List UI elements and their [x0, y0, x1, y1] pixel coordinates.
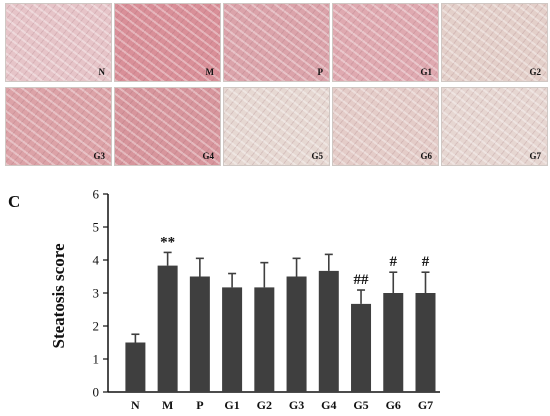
x-tick-label: G1: [224, 398, 239, 412]
x-tick-label: M: [162, 398, 173, 412]
bar: [383, 293, 404, 392]
bar: [351, 303, 372, 392]
micrograph-label: M: [205, 67, 215, 77]
bar: [254, 287, 275, 392]
x-tick-label: G7: [418, 398, 433, 412]
significance-label: **: [160, 234, 175, 250]
x-tick-label: G5: [353, 398, 368, 412]
significance-label: ##: [354, 272, 370, 288]
micrograph-label: G6: [420, 151, 432, 161]
y-tick-label: 6: [93, 187, 100, 202]
x-tick-label: N: [131, 398, 140, 412]
bar: [222, 287, 243, 392]
x-tick-label: P: [196, 398, 203, 412]
x-tick-label: G4: [321, 398, 336, 412]
micrograph-label: G3: [93, 151, 105, 161]
micrograph-label: G1: [420, 67, 432, 77]
x-tick-label: G6: [386, 398, 401, 412]
panel-c-label: C: [8, 192, 21, 211]
x-tick-label: G3: [289, 398, 304, 412]
bar: [125, 342, 146, 392]
micrograph-label: N: [98, 67, 106, 77]
y-tick-label: 0: [93, 385, 100, 400]
micrograph-g4: G4: [114, 87, 221, 166]
micrograph-label: G4: [202, 151, 214, 161]
micrograph-label: G2: [529, 67, 541, 77]
micrograph-g3: G3: [5, 87, 112, 166]
bar: [415, 293, 436, 392]
significance-label: #: [422, 254, 430, 270]
x-tick-label: G2: [257, 398, 272, 412]
micrograph-g2: G2: [441, 3, 548, 82]
bar: [189, 276, 210, 392]
micrograph-g1: G1: [332, 3, 439, 82]
y-tick-label: 4: [93, 253, 100, 268]
y-axis-label: Steatosis score: [49, 243, 68, 348]
micrograph-label: P: [317, 67, 324, 77]
micrograph-g5: G5: [223, 87, 330, 166]
micrograph-p: P: [223, 3, 330, 82]
bar: [318, 270, 339, 392]
micrograph-m: M: [114, 3, 221, 82]
y-tick-label: 2: [93, 319, 100, 334]
micrograph-g7: G7: [441, 87, 548, 166]
micrograph-g6: G6: [332, 87, 439, 166]
micrograph-label: G7: [529, 151, 541, 161]
micrograph-n: N: [5, 3, 112, 82]
bar: [157, 265, 178, 392]
significance-label: #: [390, 254, 398, 270]
bar: [286, 276, 307, 392]
y-tick-label: 1: [93, 352, 100, 367]
micrograph-label: G5: [311, 151, 323, 161]
y-tick-label: 5: [93, 220, 100, 235]
y-tick-label: 3: [93, 286, 100, 301]
